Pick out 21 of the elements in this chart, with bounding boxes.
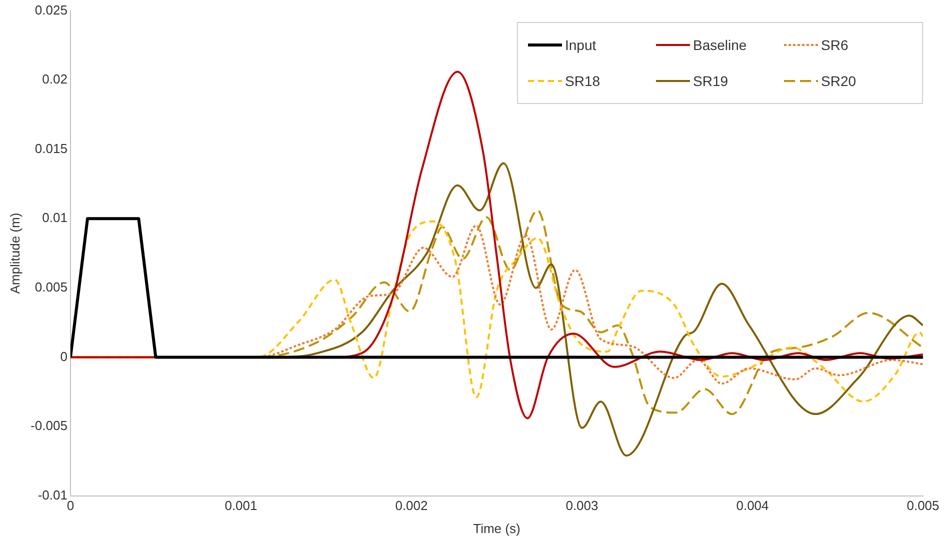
y-axis-title: Amplitude (m): [7, 212, 22, 294]
x-tick-label: 0.001: [224, 498, 258, 514]
x-tick-label: 0.002: [395, 498, 428, 514]
y-tick-label: -0.005: [30, 418, 68, 434]
legend-label: SR20: [821, 73, 856, 89]
y-tick-label: 0.02: [42, 72, 68, 87]
x-tick-label: 0.005: [906, 498, 940, 514]
y-tick-label: 0.01: [42, 210, 68, 226]
legend-label: SR18: [565, 73, 600, 89]
y-tick-label: 0: [60, 348, 68, 364]
legend-label: Input: [565, 37, 596, 53]
y-tick-label: -0.01: [38, 487, 68, 502]
y-tick-label: 0.025: [34, 2, 68, 18]
x-tick-label: 0.004: [736, 498, 769, 514]
x-axis-title: Time (s): [473, 520, 520, 536]
y-tick-label: 0.015: [34, 140, 68, 156]
x-tick-label: 0.003: [566, 498, 598, 514]
legend-label: Baseline: [693, 37, 747, 53]
legend-label: SR19: [693, 73, 728, 89]
y-tick-label: 0.005: [34, 280, 68, 295]
legend-label: SR6: [821, 37, 848, 53]
